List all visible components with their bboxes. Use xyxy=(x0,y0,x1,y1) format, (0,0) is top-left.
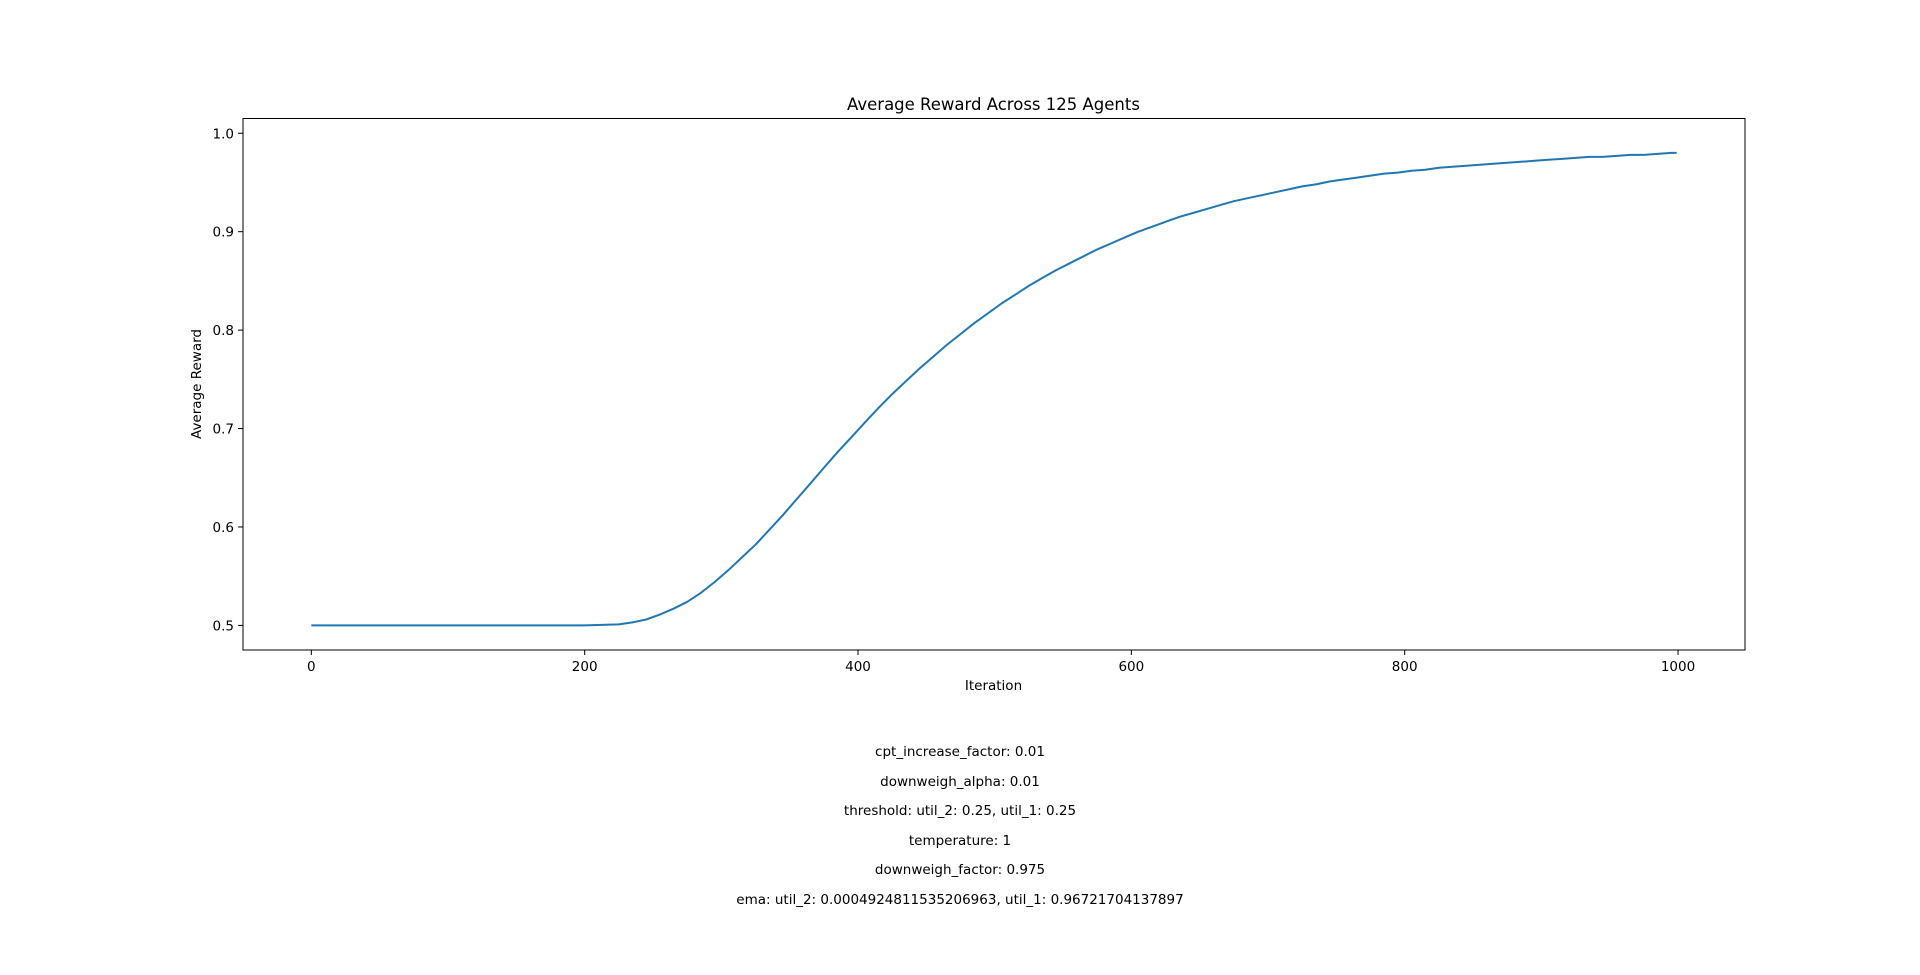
plot-frame xyxy=(242,118,1746,651)
param-downweigh-factor: downweigh_factor: 0.975 xyxy=(874,862,1046,879)
x-tick-label: 0 xyxy=(307,659,316,675)
param-temperature: temperature: 1 xyxy=(908,832,1012,849)
x-axis-label: Iteration xyxy=(965,678,1022,694)
y-axis-ticks: 0.5 0.6 0.7 0.8 0.9 1.0 xyxy=(213,126,243,634)
x-tick-label: 200 xyxy=(572,659,598,675)
y-tick-label: 0.9 xyxy=(213,225,234,241)
param-downweigh-alpha: downweigh_alpha: 0.01 xyxy=(880,773,1040,790)
x-tick-label: 1000 xyxy=(1661,659,1695,675)
series-line-0 xyxy=(311,151,1677,627)
y-tick-label: 0.7 xyxy=(213,422,234,438)
x-tick-label: 400 xyxy=(845,659,871,675)
y-axis-label: Average Reward xyxy=(189,329,205,439)
series-layer xyxy=(311,151,1677,627)
param-ema: ema: util_2: 0.0004924811535206963, util… xyxy=(736,891,1184,908)
x-axis-ticks: 0 200 400 600 800 1000 xyxy=(307,650,1695,675)
x-tick-label: 800 xyxy=(1392,659,1418,675)
y-tick-label: 0.8 xyxy=(213,323,234,339)
param-cpt-increase-factor: cpt_increase_factor: 0.01 xyxy=(875,744,1045,760)
y-tick-label: 0.6 xyxy=(213,520,234,536)
y-tick-label: 1.0 xyxy=(213,126,234,142)
x-tick-label: 600 xyxy=(1118,659,1144,675)
param-threshold: threshold: util_2: 0.25, util_1: 0.25 xyxy=(843,803,1077,820)
chart-title: Average Reward Across 125 Agents xyxy=(847,95,1140,114)
y-tick-label: 0.5 xyxy=(213,618,234,634)
parameter-notes: cpt_increase_factor: 0.01 downweigh_alph… xyxy=(0,738,1920,916)
